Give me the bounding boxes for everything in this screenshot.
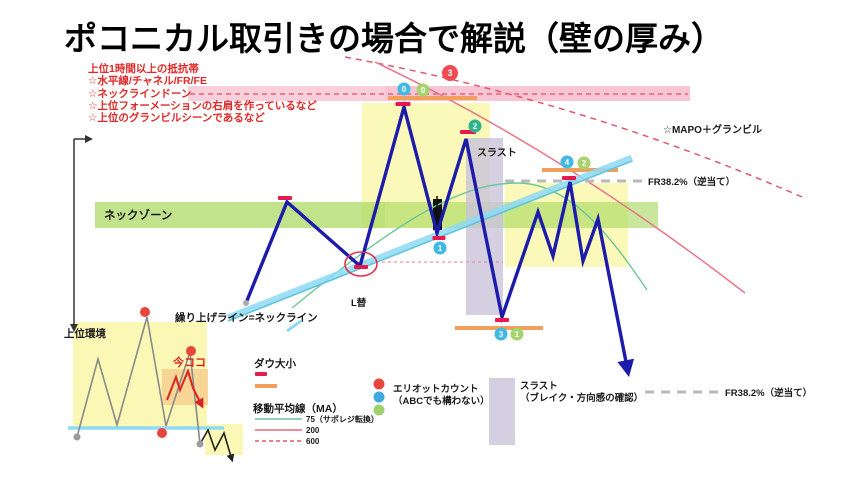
ma75-green-curve (291, 182, 648, 309)
ma600-label: 600 (306, 437, 320, 446)
dow-tick-1 (278, 196, 292, 200)
mini-red-dot-peak (140, 307, 150, 317)
mini-red-dot-baseline (157, 428, 167, 438)
dow-tick-entry (354, 265, 368, 269)
elliott-green-0-label: 0 (421, 86, 426, 95)
ma-legend-title: 移動平均線（MA） (253, 402, 343, 415)
ma200-label: 200 (306, 426, 320, 435)
elliott-blue-4-circle (560, 155, 574, 169)
elliott-blue-3-label: 3 (499, 330, 504, 339)
elliott-teal-2-label: 2 (473, 122, 478, 131)
joui-kankyou-label: 上位環境 (64, 327, 106, 340)
resistance-notes: 上位1時間以上の抵抗帯 ☆水平線/チャネル/FR/FE ☆ネックラインドーン ☆上位… (88, 63, 317, 124)
resistance-notes-heading: 上位1時間以上の抵抗帯 (88, 63, 199, 75)
kuriage-line-label: 繰り上げライン=ネックライン (175, 311, 318, 324)
thrust-top-label: スラスト (477, 147, 517, 159)
zones-layer (73, 86, 690, 455)
dow-size-label: ダウ大小 (254, 357, 296, 370)
resistance-note-item-2: ☆上位フォーメーションの右肩を作っているなど (88, 99, 317, 112)
bracket-arrowhead-down (70, 324, 78, 332)
ima-koko-label: 今ココ (172, 355, 206, 369)
dow-tick-right-peak (562, 176, 576, 180)
mini-gray-dot-end (196, 440, 204, 448)
elliott-blue-0-label: 0 (402, 85, 407, 94)
elliott-red-3-label: 3 (447, 68, 452, 78)
cyan-neckline-trend (226, 154, 634, 322)
elliott-blue-1-circle (433, 241, 447, 255)
legend-elliott-red-dot (373, 378, 385, 390)
neck-zone-label: ネックゾーン (104, 208, 172, 222)
resistance-note-item-3: ☆上位のグランビルシーンであるなど (88, 112, 265, 125)
thrust-bar-bottom (489, 378, 515, 445)
mini-gray-dot-start (73, 433, 81, 441)
elliott-green-1-label: 1 (515, 330, 520, 339)
legend-elliott-blue-dot (373, 391, 385, 403)
elliott-teal-2: 2 (468, 119, 482, 133)
dow-tick-peak1 (395, 102, 411, 106)
elliott-blue-4: 4 (560, 155, 574, 169)
l-kae-label: L替 (351, 297, 367, 309)
dow-tick-valley1 (432, 236, 446, 240)
elliott-blue-0-circle (397, 82, 411, 96)
elliott-blue-3: 3 (494, 327, 508, 341)
elliott-teal-2-circle (468, 119, 482, 133)
mapo-granville-label: ☆MAPO＋グランビル (663, 123, 762, 136)
page-title: ポコニカル取引きの場合で解説（壁の厚み） (64, 20, 724, 57)
ma75-label: 75（サポレジ転換） (306, 414, 379, 424)
elliott-green-0: 0 (416, 83, 430, 97)
elliott-green-1-circle (510, 327, 524, 341)
elliott-green-1: 1 (510, 327, 524, 341)
elliott-green-2: 2 (577, 156, 591, 170)
mini-red-now-wave (166, 368, 204, 409)
elliott-blue-1-label: 1 (438, 244, 443, 253)
elliott-blue-0: 0 (397, 82, 411, 96)
elliott-blue-1: 1 (433, 241, 447, 255)
legend-elliott-green-dot (373, 404, 385, 416)
legend-dow-tick (255, 372, 267, 376)
bracket-arrowhead-right (85, 135, 93, 143)
elliott-count-label-2: （ABCでも構わない） (393, 395, 490, 407)
labels-layer: ネックゾーン繰り上げライン=ネックライン上位環境今ココL替スラストダウ大小移動平… (64, 123, 812, 446)
main-wave-start-dot (243, 300, 249, 306)
lines-layer (68, 93, 719, 442)
fr382-bottom-label: FR38.2%（逆当て） (725, 387, 812, 399)
mini-black-wave (199, 428, 235, 463)
entry-circle-highlight (344, 251, 378, 277)
elliott-blue-4-label: 4 (565, 158, 570, 167)
mini-chart-orange-box (162, 369, 208, 405)
neck-zone-band-dark-left (95, 202, 385, 228)
thrust-bottom-label-2: （ブレイク・方向感の確認） (520, 392, 643, 404)
elliott-red-3: 3 (442, 65, 458, 81)
resistance-note-item-1: ☆ネックラインドーン (88, 87, 192, 100)
dow-tick-low2 (495, 318, 509, 322)
cyan-label-tick (286, 319, 302, 333)
resistance-note-item-0: ☆水平線/チャネル/FR/FE (88, 75, 207, 88)
elliott-count-label-1: エリオットカウント (393, 384, 479, 395)
teal-line-on-trend (227, 160, 633, 322)
elliott-green-2-circle (577, 156, 591, 170)
resistance-notes-list: ☆水平線/チャネル/FR/FE ☆ネックラインドーン ☆上位フォーメーションの右肩を… (88, 75, 317, 124)
mini-red-dot-now (186, 346, 196, 356)
elliott-red-3-circle (442, 65, 458, 81)
thrust-bottom-label-1: スラスト (520, 381, 558, 392)
elliott-green-0-circle (416, 83, 430, 97)
fr382-top-label: FR38.2%（逆当て） (648, 176, 735, 188)
marks-layer: 3 0 0 1 2 3 1 4 2 (73, 65, 591, 448)
elliott-green-2-label: 2 (582, 159, 587, 168)
elliott-blue-3-circle (494, 327, 508, 341)
